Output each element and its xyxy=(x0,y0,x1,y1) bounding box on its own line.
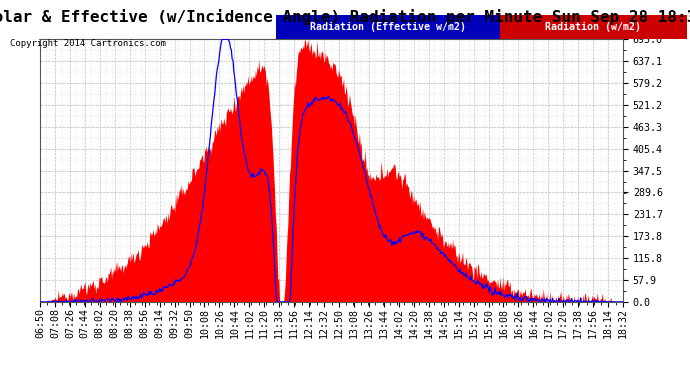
Text: Solar & Effective (w/Incidence Angle) Radiation per Minute Sun Sep 28 18:39: Solar & Effective (w/Incidence Angle) Ra… xyxy=(0,9,690,26)
Bar xyxy=(500,15,687,39)
Text: Radiation (Effective w/m2): Radiation (Effective w/m2) xyxy=(310,22,466,32)
Text: Radiation (w/m2): Radiation (w/m2) xyxy=(545,22,642,32)
Text: Copyright 2014 Cartronics.com: Copyright 2014 Cartronics.com xyxy=(10,39,166,48)
Bar xyxy=(276,15,500,39)
